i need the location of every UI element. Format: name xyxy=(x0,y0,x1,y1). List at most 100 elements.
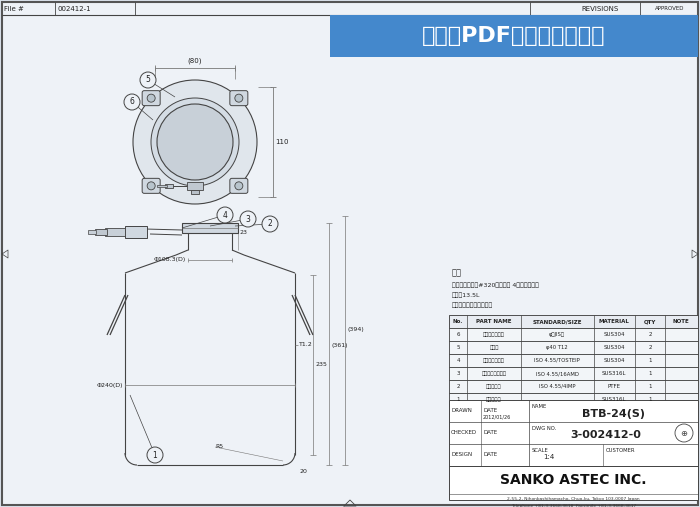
Text: DWG NO.: DWG NO. xyxy=(532,426,556,431)
Text: 1: 1 xyxy=(456,397,460,402)
Bar xyxy=(695,20,698,500)
Text: 3: 3 xyxy=(456,371,460,376)
Text: 1: 1 xyxy=(648,397,652,402)
Bar xyxy=(449,400,698,500)
Text: SUS304: SUS304 xyxy=(603,332,624,337)
Circle shape xyxy=(157,104,233,180)
Text: ボトル本体: ボトル本体 xyxy=(486,397,502,402)
Text: 2-55-2, Nihonbashihamacho, Chuo-ku, Tokyo 103-0007 Japan: 2-55-2, Nihonbashihamacho, Chuo-ku, Toky… xyxy=(508,497,640,501)
Circle shape xyxy=(133,80,257,204)
Text: クランプバンド: クランプバンド xyxy=(483,358,505,363)
Text: ISO 4.55/4IMP: ISO 4.55/4IMP xyxy=(539,384,575,389)
Text: 注記: 注記 xyxy=(452,268,462,277)
Text: 1:4: 1:4 xyxy=(543,454,554,460)
Circle shape xyxy=(147,447,163,463)
Text: QTY: QTY xyxy=(644,319,656,324)
Text: Φ108.3(D): Φ108.3(D) xyxy=(154,258,186,263)
FancyBboxPatch shape xyxy=(230,178,248,193)
Bar xyxy=(449,328,698,341)
Text: 1: 1 xyxy=(648,371,652,376)
Text: CUSTOMER: CUSTOMER xyxy=(606,448,636,453)
Bar xyxy=(88,230,96,234)
Text: No.: No. xyxy=(453,319,463,324)
Circle shape xyxy=(124,94,140,110)
Bar xyxy=(95,229,107,235)
Circle shape xyxy=(147,94,155,102)
Circle shape xyxy=(147,182,155,190)
Text: 仕上げ：内外面#320バフ研磨 4内面電界研磨: 仕上げ：内外面#320バフ研磨 4内面電界研磨 xyxy=(452,282,539,287)
Bar xyxy=(105,228,125,236)
Text: REVISIONS: REVISIONS xyxy=(582,6,619,12)
Bar xyxy=(330,15,698,57)
Text: BTB-24(S): BTB-24(S) xyxy=(582,409,645,419)
FancyBboxPatch shape xyxy=(142,178,160,193)
Bar xyxy=(182,223,238,233)
Text: NOTE: NOTE xyxy=(673,319,690,324)
Text: SUS316L: SUS316L xyxy=(602,371,626,376)
Text: ISO 4.55/TOSTEIP: ISO 4.55/TOSTEIP xyxy=(534,358,580,363)
Text: 2012/01/26: 2012/01/26 xyxy=(483,415,511,419)
Text: Φ240(D): Φ240(D) xyxy=(97,382,123,387)
Bar xyxy=(449,367,698,380)
Text: 1: 1 xyxy=(153,451,158,459)
Bar xyxy=(187,182,203,190)
Bar xyxy=(157,185,167,187)
Text: 4: 4 xyxy=(456,358,460,363)
Text: (394): (394) xyxy=(347,328,364,333)
Text: PART NAME: PART NAME xyxy=(476,319,512,324)
Text: (361): (361) xyxy=(331,344,347,348)
Text: CHECKED: CHECKED xyxy=(451,430,477,436)
Text: SANKO ASTEC INC.: SANKO ASTEC INC. xyxy=(500,473,647,487)
Text: 110: 110 xyxy=(275,139,288,145)
Text: 23: 23 xyxy=(240,231,248,235)
Circle shape xyxy=(234,182,243,190)
Text: Telephone +81-3-3668-3618  Facsimile +81-3-3668-3617: Telephone +81-3-3668-3618 Facsimile +81-… xyxy=(511,504,636,507)
Text: SCALE: SCALE xyxy=(532,448,549,453)
Text: R5: R5 xyxy=(215,445,223,450)
Circle shape xyxy=(234,94,243,102)
Text: 6: 6 xyxy=(456,332,460,337)
Text: ISO 4.55/16AMD: ISO 4.55/16AMD xyxy=(536,371,578,376)
Text: NAME: NAME xyxy=(532,404,547,409)
Text: ガスケット: ガスケット xyxy=(486,384,502,389)
Text: DESIGN: DESIGN xyxy=(451,453,472,457)
Text: 2: 2 xyxy=(267,220,272,229)
Bar xyxy=(449,341,698,354)
Text: 1: 1 xyxy=(648,358,652,363)
Text: MATERIAL: MATERIAL xyxy=(598,319,629,324)
FancyBboxPatch shape xyxy=(230,91,248,105)
Text: ヘルールキャップ: ヘルールキャップ xyxy=(482,371,507,376)
Circle shape xyxy=(262,216,278,232)
Text: SUS304: SUS304 xyxy=(603,358,624,363)
Text: φ40 T12: φ40 T12 xyxy=(546,345,568,350)
Text: DATE: DATE xyxy=(483,409,497,414)
Text: PTFE: PTFE xyxy=(608,384,620,389)
Text: (80): (80) xyxy=(188,57,202,64)
Text: DATE: DATE xyxy=(483,430,497,436)
Text: 3: 3 xyxy=(246,214,251,224)
Text: 図面をPDFで表示できます: 図面をPDFで表示できます xyxy=(422,26,606,46)
Bar xyxy=(125,226,147,238)
Text: File #: File # xyxy=(4,6,24,12)
Text: 1: 1 xyxy=(648,384,652,389)
Text: 235: 235 xyxy=(315,363,327,368)
Text: フタ板: フタ板 xyxy=(489,345,498,350)
FancyBboxPatch shape xyxy=(142,91,160,105)
Text: APPROVED: APPROVED xyxy=(655,7,685,12)
Text: 5: 5 xyxy=(456,345,460,350)
Text: SUS304: SUS304 xyxy=(603,345,624,350)
Text: 二点鎖線は、周辺相位置: 二点鎖線は、周辺相位置 xyxy=(452,302,493,308)
Circle shape xyxy=(151,98,239,186)
Text: φ用JIS単: φ用JIS単 xyxy=(549,332,565,337)
Text: ⊕: ⊕ xyxy=(680,428,687,438)
Bar xyxy=(449,315,698,328)
Text: 2: 2 xyxy=(456,384,460,389)
Text: SUS316L: SUS316L xyxy=(602,397,626,402)
Bar xyxy=(449,393,698,406)
Text: 3-002412-0: 3-002412-0 xyxy=(570,430,641,440)
Text: 容量：13.5L: 容量：13.5L xyxy=(452,292,480,298)
Text: 6: 6 xyxy=(130,97,134,106)
Text: T1.2: T1.2 xyxy=(299,343,313,347)
Circle shape xyxy=(240,211,256,227)
Circle shape xyxy=(217,207,233,223)
